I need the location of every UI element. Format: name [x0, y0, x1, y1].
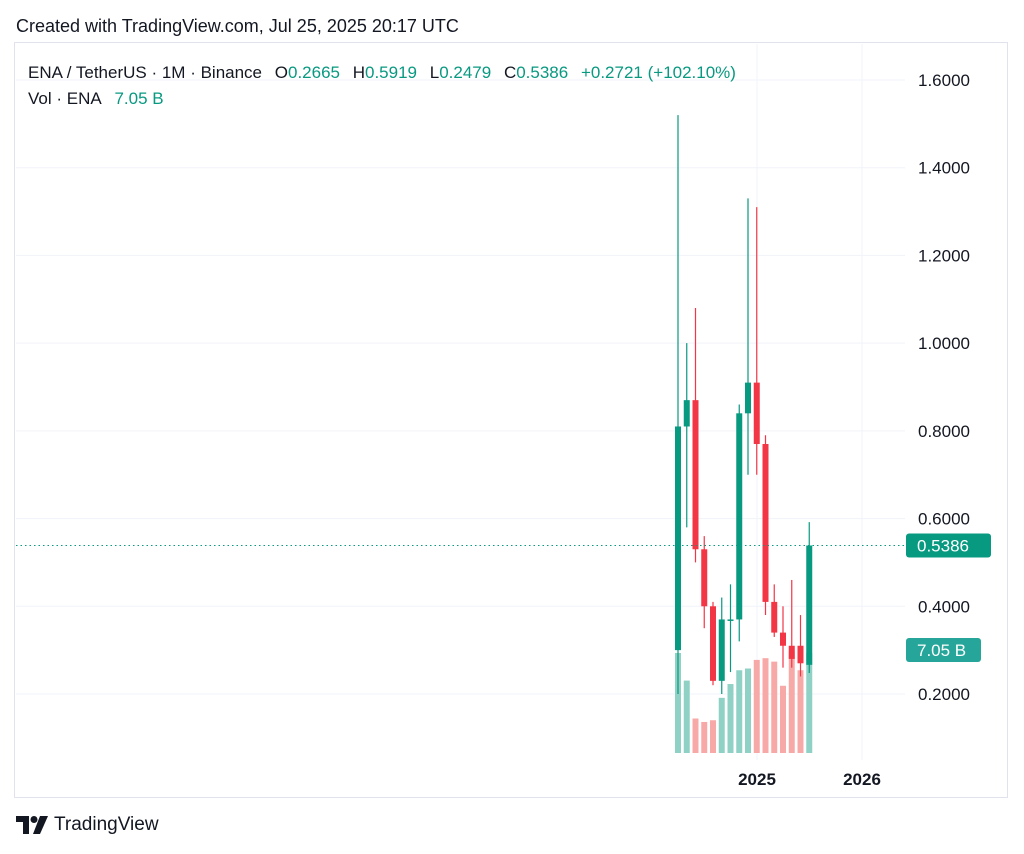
y-tick-label-2: 1.2000 [918, 246, 970, 265]
y-tick-label-5: 0.6000 [918, 510, 970, 529]
created-with-text: Created with TradingView.com, Jul 25, 20… [16, 16, 459, 36]
open-label: O [274, 63, 288, 82]
candle-body-5 [718, 619, 725, 681]
volume-value: 7.05 B [114, 89, 164, 108]
last-price-badge-text: 0.5386 [917, 536, 969, 555]
open-value: 0.2665 [287, 63, 340, 82]
high-label: H [352, 63, 365, 82]
candle-body-3 [701, 549, 708, 607]
volume-bar-1 [683, 680, 690, 753]
tradingview-brand: TradingView [54, 814, 159, 835]
candle-body-4 [710, 606, 716, 681]
y-tick-label-6: 0.4000 [918, 597, 970, 616]
volume-row: Vol · ENA 7.05 B [28, 86, 736, 112]
volume-bar-4 [710, 720, 716, 753]
volume-bar-14 [797, 670, 804, 753]
volume-bar-9 [753, 659, 760, 753]
x-axis: 2025 2026 [738, 770, 881, 789]
change-value: +0.2721 (+102.10%) [580, 63, 736, 82]
chart-panel [14, 42, 1008, 798]
candle-body-2 [692, 400, 699, 550]
candle-body-12 [780, 632, 786, 646]
close-value: 0.5386 [516, 63, 569, 82]
low-label: L [429, 63, 440, 82]
candle-body-15 [806, 545, 813, 665]
last-volume-badge-bg [906, 638, 981, 662]
ohlc-row: ENA / TetherUS · 1M · Binance O0.2665 H0… [28, 60, 736, 86]
volume-bar-2 [692, 718, 699, 753]
volume-layer [675, 651, 813, 753]
volume-bar-12 [780, 685, 786, 753]
volume-bar-6 [727, 684, 734, 753]
y-axis: 1.6000 1.4000 1.2000 1.0000 0.8000 0.6000 0.40… [918, 71, 970, 704]
y-tick-label-3: 1.0000 [918, 334, 970, 353]
candle-body-10 [762, 444, 769, 602]
symbol-label[interactable]: ENA / TetherUS · 1M · Binance [28, 63, 263, 82]
candle-layer [675, 115, 813, 694]
last-price-badge-bg [906, 533, 991, 558]
last-volume-badge-text: 7.05 B [917, 641, 966, 660]
candle-body-1 [683, 400, 690, 427]
low-value: 0.2479 [439, 63, 492, 82]
footer: TradingView [16, 814, 159, 836]
volume-bar-7 [736, 670, 743, 753]
volume-bar-10 [762, 658, 769, 753]
candle-body-7 [736, 413, 743, 620]
volume-bar-11 [771, 661, 778, 753]
grid-layer [16, 44, 905, 760]
tradingview-logo-icon [16, 816, 48, 834]
x-tick-label-1: 2026 [843, 770, 881, 789]
y-tick-label-7: 0.2000 [918, 685, 970, 704]
volume-bar-0 [675, 653, 681, 753]
candle-body-6 [727, 619, 734, 621]
volume-bar-15 [806, 653, 813, 753]
volume-bar-13 [788, 651, 795, 753]
last-volume-badge: 7.05 B [906, 638, 981, 662]
candle-body-8 [745, 382, 751, 414]
x-tick-label-0: 2025 [738, 770, 776, 789]
volume-bar-3 [701, 721, 708, 753]
candle-body-9 [753, 382, 760, 445]
volume-label: Vol · ENA [28, 89, 102, 108]
volume-bar-5 [718, 697, 725, 753]
candle-body-14 [797, 645, 804, 664]
y-tick-label-1: 1.4000 [918, 159, 970, 178]
close-label: C [503, 63, 517, 82]
high-value: 0.5919 [365, 63, 417, 82]
candle-body-11 [771, 601, 778, 633]
candle-body-0 [675, 426, 681, 651]
y-tick-label-4: 0.8000 [918, 422, 970, 441]
volume-bar-8 [745, 668, 751, 753]
y-tick-label-0: 1.6000 [918, 71, 970, 90]
chart-legend: ENA / TetherUS · 1M · Binance O0.2665 H0… [28, 60, 736, 112]
candle-body-13 [788, 645, 795, 659]
last-price-badge: 0.5386 [906, 533, 991, 558]
